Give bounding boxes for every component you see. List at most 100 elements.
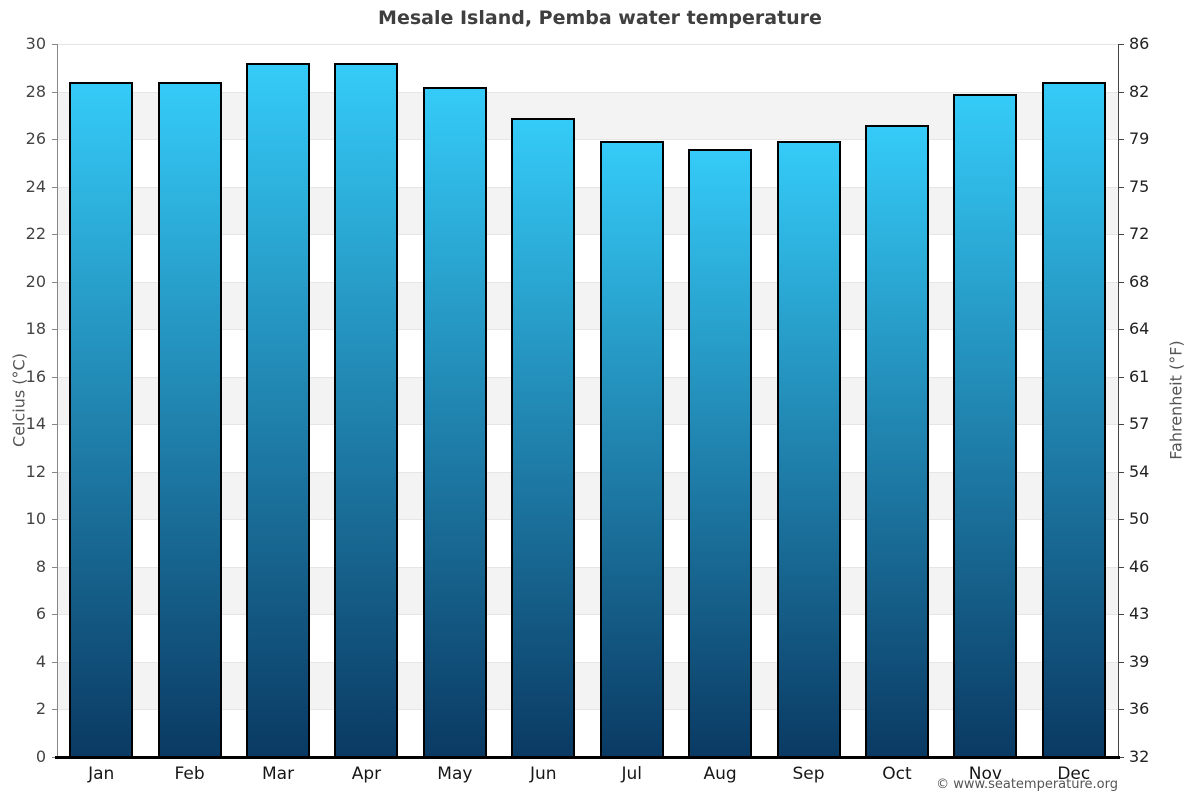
bar-may[interactable] (422, 86, 487, 757)
y-axis-tick-mark-right (1119, 424, 1124, 426)
y-axis-tick-label-fahrenheit: 82 (1129, 81, 1150, 101)
grid-band (57, 661, 1118, 710)
y-axis-tick-mark-right (1119, 186, 1124, 188)
y-axis-tick-label-fahrenheit: 54 (1129, 461, 1150, 481)
y-axis-tick-mark-right (1119, 614, 1124, 616)
y-axis-tick-label-celsius: 6 (35, 604, 46, 624)
y-axis-tick-mark-right (1119, 281, 1124, 283)
y-axis-tick-label-fahrenheit: 36 (1129, 699, 1150, 719)
grid-line (57, 329, 1118, 331)
grid-line (57, 91, 1118, 93)
bar-sep[interactable] (776, 141, 841, 757)
y-axis-tick-mark-right (1119, 757, 1124, 758)
y-axis-title-fahrenheit: Fahrenheit (°F) (1166, 340, 1186, 460)
y-axis-tick-label-fahrenheit: 39 (1129, 651, 1150, 671)
y-axis-tick-mark-right (1119, 519, 1124, 521)
y-axis-tick-label-fahrenheit: 46 (1129, 556, 1150, 576)
y-axis-tick-label-celsius: 16 (25, 366, 46, 386)
y-axis-tick-mark-left (52, 566, 57, 568)
x-axis-tick-label-month: Mar (261, 764, 295, 784)
grid-band (57, 519, 1118, 567)
y-axis-tick-mark-right (1119, 709, 1124, 711)
y-axis-tick-label-celsius: 14 (25, 414, 46, 434)
y-axis-tick-label-celsius: 4 (35, 651, 46, 671)
y-axis-tick-label-fahrenheit: 79 (1129, 129, 1150, 149)
y-axis-tick-mark-right (1119, 44, 1124, 45)
y-axis-tick-mark-left (52, 519, 57, 521)
grid-line (57, 281, 1118, 283)
y-axis-tick-label-celsius: 2 (35, 699, 46, 719)
y-axis-tick-label-celsius: 28 (25, 81, 46, 101)
y-axis-tick-mark-right (1119, 376, 1124, 378)
bar-feb[interactable] (157, 82, 222, 757)
y-axis-tick-mark-left (52, 661, 57, 663)
y-axis-tick-label-celsius: 10 (25, 509, 46, 529)
y-axis-tick-label-fahrenheit: 86 (1129, 34, 1150, 53)
x-axis-tick-label-month: Feb (174, 764, 205, 784)
x-axis-tick-label-month: Apr (351, 764, 382, 784)
bar-jun[interactable] (511, 117, 576, 757)
bar-mar[interactable] (246, 63, 311, 757)
y-axis-tick-label-fahrenheit: 64 (1129, 319, 1150, 339)
y-axis-tick-label-celsius: 18 (25, 319, 46, 339)
y-axis-tick-label-fahrenheit: 50 (1129, 509, 1150, 529)
y-axis-tick-label-fahrenheit: 43 (1129, 604, 1150, 624)
grid-band (57, 424, 1118, 472)
y-axis-tick-mark-left (52, 709, 57, 711)
bar-jul[interactable] (599, 141, 664, 757)
y-axis-tick-mark-right (1119, 661, 1124, 663)
grid-band (57, 44, 1118, 92)
grid-band (57, 234, 1118, 282)
bar-jan[interactable] (69, 82, 134, 757)
y-axis-tick-label-celsius: 12 (25, 461, 46, 481)
grid-line (57, 139, 1118, 141)
bar-dec[interactable] (1041, 82, 1106, 757)
grid-line (57, 44, 1118, 45)
y-axis-tick-label-celsius: 20 (25, 271, 46, 291)
bar-apr[interactable] (334, 63, 399, 757)
y-axis-tick-mark-left (52, 281, 57, 283)
bar-oct[interactable] (864, 124, 929, 757)
x-axis-tick-label-month: Jun (530, 764, 557, 784)
y-axis-tick-mark-left (52, 329, 57, 331)
x-axis-tick-label-month: Sep (792, 764, 825, 784)
x-axis-tick-label-month: Nov (968, 764, 1002, 784)
y-axis-tick-label-celsius: 24 (25, 176, 46, 196)
bar-nov[interactable] (953, 93, 1018, 757)
grid-line (57, 376, 1118, 378)
y-axis-tick-mark-left (52, 186, 57, 188)
y-axis-tick-mark-left (52, 376, 57, 378)
y-axis-tick-mark-left (52, 44, 57, 45)
chart-title: Mesale Island, Pemba water temperature (378, 7, 822, 29)
y-axis-line-left (57, 44, 58, 757)
x-axis-tick-label-month: Oct (882, 764, 912, 784)
grid-line (57, 234, 1118, 236)
y-axis-tick-mark-right (1119, 566, 1124, 568)
y-axis-tick-mark-right (1119, 329, 1124, 331)
grid-band (57, 186, 1118, 235)
x-axis-tick-label-month: Jul (621, 764, 642, 784)
grid-line (57, 709, 1118, 711)
y-axis-tick-label-fahrenheit: 32 (1129, 747, 1150, 766)
x-axis-tick-label-month: Dec (1057, 764, 1091, 784)
grid-band (57, 471, 1118, 520)
grid-line (57, 614, 1118, 616)
y-axis-tick-mark-left (52, 139, 57, 141)
grid-band (57, 329, 1118, 377)
y-axis-tick-label-fahrenheit: 61 (1129, 366, 1150, 386)
y-axis-tick-mark-left (52, 614, 57, 616)
grid-band (57, 566, 1118, 615)
grid-line (57, 661, 1118, 663)
bar-aug[interactable] (688, 148, 753, 757)
watermark-credit: © www.seatemperature.org (936, 777, 1118, 792)
y-axis-tick-label-celsius: 22 (25, 224, 46, 244)
y-axis-tick-mark-left (52, 757, 57, 758)
y-axis-tick-label-celsius: 8 (35, 556, 46, 576)
grid-line (57, 424, 1118, 426)
y-axis-tick-label-fahrenheit: 57 (1129, 414, 1150, 434)
x-axis-tick-label-month: Jan (88, 764, 115, 784)
y-axis-tick-label-fahrenheit: 68 (1129, 271, 1150, 291)
grid-band (57, 139, 1118, 187)
grid-band (57, 709, 1118, 757)
